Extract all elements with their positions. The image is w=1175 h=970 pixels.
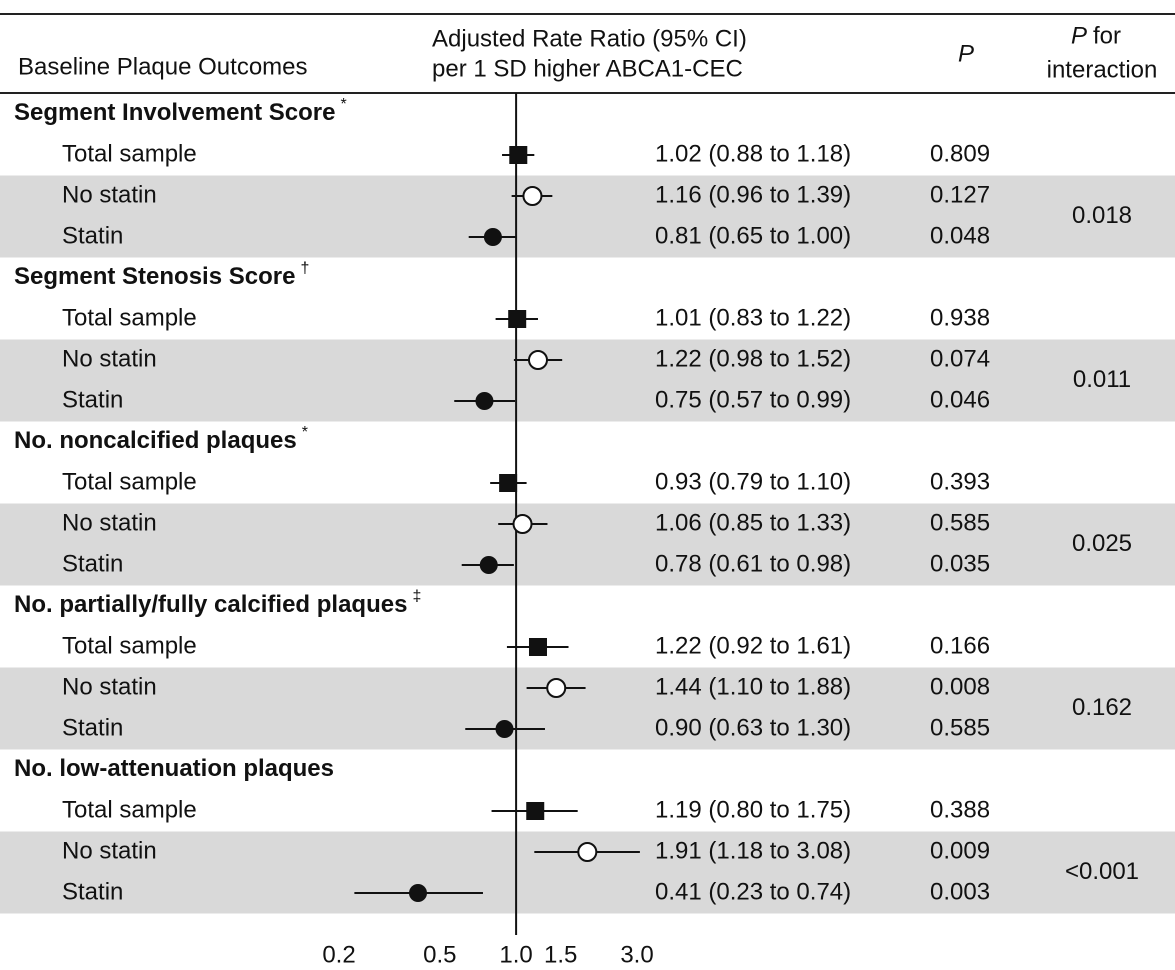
row-label: Total sample: [62, 632, 197, 659]
row-label: Statin: [62, 386, 123, 413]
estimate-circle: [408, 884, 427, 902]
header-interaction-for: for: [1093, 22, 1121, 49]
estimate-circle: [483, 228, 502, 246]
header-outcome: Baseline Plaque Outcomes: [18, 53, 308, 80]
ci-label: 1.19 (0.80 to 1.75): [655, 796, 851, 823]
row-label: Statin: [62, 878, 123, 905]
row-label: No statin: [62, 345, 157, 372]
estimate-square: [508, 310, 527, 328]
row-label: Total sample: [62, 468, 197, 495]
p-value: 0.003: [930, 878, 990, 905]
p-interaction: 0.162: [1072, 694, 1132, 721]
row-label: No statin: [62, 509, 157, 536]
ci-label: 0.81 (0.65 to 1.00): [655, 222, 851, 249]
group-title-text: Segment Involvement Score: [14, 99, 335, 126]
estimate-circle: [495, 720, 514, 738]
p-value: 0.393: [930, 468, 990, 495]
p-value: 0.035: [930, 550, 990, 577]
p-interaction: 0.011: [1073, 366, 1131, 393]
p-value: 0.046: [930, 386, 990, 413]
estimate-circle: [475, 392, 494, 410]
x-tick-label: 1.0: [499, 941, 532, 968]
ci-label: 0.41 (0.23 to 0.74): [655, 878, 851, 905]
estimate-square: [509, 146, 528, 164]
p-value: 0.585: [930, 714, 990, 741]
footnote-mark: †: [300, 260, 309, 277]
group-title-text: No. noncalcified plaques: [14, 427, 297, 454]
footnote-mark: *: [340, 96, 346, 113]
header-p: P: [958, 40, 974, 67]
ci-label: 1.44 (1.10 to 1.88): [655, 673, 851, 700]
p-value: 0.074: [930, 345, 990, 372]
ci-label: 0.93 (0.79 to 1.10): [655, 468, 851, 495]
group-title-text: Segment Stenosis Score: [14, 263, 295, 290]
row-label: Total sample: [62, 796, 197, 823]
p-value: 0.809: [930, 140, 990, 167]
row-label: No statin: [62, 673, 157, 700]
p-interaction: 0.018: [1072, 202, 1132, 229]
group-title: No. noncalcified plaques *: [14, 424, 308, 454]
row-label: No statin: [62, 837, 157, 864]
estimate-open-circle: [522, 186, 543, 206]
row-band: [0, 503, 1175, 586]
estimate-square: [528, 638, 547, 656]
p-value: 0.127: [930, 181, 990, 208]
group-title: No. low-attenuation plaques: [14, 755, 334, 782]
row-label: Total sample: [62, 304, 197, 331]
plot: [354, 93, 640, 935]
row-band: [0, 339, 1175, 422]
footnote-mark: *: [302, 424, 308, 441]
group-title-text: No. partially/fully calcified plaques: [14, 591, 407, 618]
p-value: 0.048: [930, 222, 990, 249]
header-interaction: interaction: [1047, 56, 1158, 83]
ci-label: 0.75 (0.57 to 0.99): [655, 386, 851, 413]
ci-label: 1.01 (0.83 to 1.22): [655, 304, 851, 331]
p-value: 0.166: [930, 632, 990, 659]
x-tick-label: 0.2: [322, 941, 355, 968]
estimate-open-circle: [512, 514, 533, 534]
estimate-square: [526, 802, 545, 820]
x-tick-label: 3.0: [620, 941, 653, 968]
ci-label: 1.22 (0.92 to 1.61): [655, 632, 851, 659]
row-label: Statin: [62, 714, 123, 741]
group-title: No. partially/fully calcified plaques ‡: [14, 588, 421, 618]
ci-label: 1.02 (0.88 to 1.18): [655, 140, 851, 167]
ci-label: 1.22 (0.98 to 1.52): [655, 345, 851, 372]
group-title: Segment Stenosis Score †: [14, 260, 309, 290]
p-value: 0.388: [930, 796, 990, 823]
p-interaction: 0.025: [1072, 530, 1132, 557]
estimate-square: [499, 474, 518, 492]
ci-label: 0.90 (0.63 to 1.30): [655, 714, 851, 741]
row-label: Statin: [62, 550, 123, 577]
bands: [0, 175, 1175, 914]
ci-label: 0.78 (0.61 to 0.98): [655, 550, 851, 577]
p-value: 0.008: [930, 673, 990, 700]
footnote-mark: ‡: [412, 588, 421, 605]
row-label: Statin: [62, 222, 123, 249]
ci-label: 1.91 (1.18 to 3.08): [655, 837, 851, 864]
estimate-open-circle: [527, 350, 548, 370]
header-interaction-p: P: [1071, 22, 1087, 49]
p-interaction: <0.001: [1065, 858, 1139, 885]
header-estimate: per 1 SD higher ABCA1-CEC: [432, 55, 743, 82]
estimate-open-circle: [577, 842, 598, 862]
row-band: [0, 175, 1175, 258]
p-value: 0.938: [930, 304, 990, 331]
group-title: Segment Involvement Score *: [14, 96, 347, 126]
row-label: No statin: [62, 181, 157, 208]
ci-label: 1.16 (0.96 to 1.39): [655, 181, 851, 208]
estimate-open-circle: [546, 678, 567, 698]
row-label: Total sample: [62, 140, 197, 167]
group-title-text: No. low-attenuation plaques: [14, 755, 334, 782]
row-band: [0, 667, 1175, 750]
estimate-circle: [479, 556, 498, 574]
p-value: 0.009: [930, 837, 990, 864]
p-value: 0.585: [930, 509, 990, 536]
x-tick-label: 1.5: [544, 941, 577, 968]
ci-label: 1.06 (0.85 to 1.33): [655, 509, 851, 536]
header-estimate: Adjusted Rate Ratio (95% CI): [432, 25, 747, 52]
x-tick-label: 0.5: [423, 941, 456, 968]
